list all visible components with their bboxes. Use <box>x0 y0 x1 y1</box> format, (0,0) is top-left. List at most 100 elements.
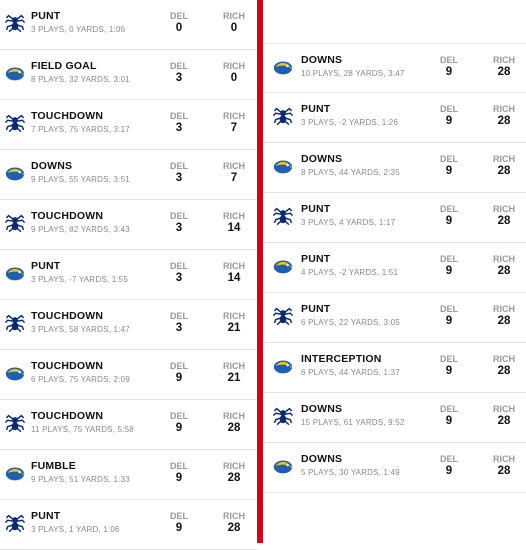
spider-logo-icon <box>4 112 26 134</box>
home-score: 28 <box>497 365 511 377</box>
drive-detail: 6 PLAYS, 44 YARDS, 1:37 <box>301 368 400 377</box>
home-team-label: RICH <box>493 154 515 164</box>
home-score: 28 <box>497 415 511 427</box>
away-score: 9 <box>445 115 453 127</box>
drive-result: PUNT <box>301 203 331 215</box>
away-team-label: DEL <box>440 204 458 214</box>
drive-detail: 7 PLAYS, 75 YARDS, 3:17 <box>31 125 130 134</box>
drive-row[interactable]: DOWNS 10 PLAYS, 28 YARDS, 3:47 DEL RICH 9 28 <box>263 43 526 93</box>
home-team-label: RICH <box>223 511 245 521</box>
drive-row[interactable]: FUMBLE 9 PLAYS, 51 YARDS, 1:33 DEL RICH 9 28 <box>0 450 257 500</box>
drive-detail: 6 PLAYS, 22 YARDS, 3:05 <box>301 318 400 327</box>
drive-detail: 6 PLAYS, 75 YARDS, 2:09 <box>31 375 130 384</box>
home-team-label: RICH <box>493 204 515 214</box>
blue-hen-logo-icon <box>272 56 294 78</box>
drive-detail: 4 PLAYS, -2 YARDS, 1:51 <box>301 268 399 277</box>
away-score: 3 <box>175 322 183 334</box>
drive-row[interactable]: TOUCHDOWN 6 PLAYS, 75 YARDS, 2:09 DEL RICH 9… <box>0 350 257 400</box>
drive-row[interactable]: TOUCHDOWN 3 PLAYS, 58 YARDS, 1:47 DEL RICH 3… <box>0 300 257 350</box>
away-score: 3 <box>175 72 183 84</box>
drive-detail: 3 PLAYS, -7 YARDS, 1:55 <box>31 275 129 284</box>
away-score: 0 <box>175 22 183 34</box>
drive-row[interactable]: DOWNS 8 PLAYS, 44 YARDS, 2:35 DEL RICH 9 28 <box>263 143 526 193</box>
home-score: 21 <box>227 372 241 384</box>
drive-detail: 15 PLAYS, 61 YARDS, 9:52 <box>301 418 405 427</box>
away-score: 9 <box>445 265 453 277</box>
away-team-label: DEL <box>170 361 188 371</box>
spider-logo-icon <box>4 212 26 234</box>
away-score: 3 <box>175 122 183 134</box>
drive-result: PUNT <box>301 253 331 265</box>
home-score: 28 <box>497 465 511 477</box>
spider-logo-icon <box>4 412 26 434</box>
away-score: 3 <box>175 272 183 284</box>
away-score: 9 <box>175 472 183 484</box>
home-team-label: RICH <box>223 111 245 121</box>
drive-result: PUNT <box>301 103 331 115</box>
drive-row[interactable]: PUNT 3 PLAYS, 4 YARDS, 1:17 DEL RICH 9 28 <box>263 193 526 243</box>
drive-row[interactable]: PUNT 6 PLAYS, 22 YARDS, 3:05 DEL RICH 9 28 <box>263 293 526 343</box>
drive-detail: 11 PLAYS, 75 YARDS, 5:58 <box>31 425 134 434</box>
away-score: 9 <box>445 465 453 477</box>
home-team-label: RICH <box>223 11 245 21</box>
drive-row[interactable]: DOWNS 9 PLAYS, 55 YARDS, 3:51 DEL RICH 3 7 <box>0 150 257 200</box>
blue-hen-logo-icon <box>4 362 26 384</box>
away-score: 9 <box>175 522 183 534</box>
home-score: 28 <box>227 422 241 434</box>
away-score: 9 <box>445 66 453 78</box>
drive-result: PUNT <box>31 510 61 522</box>
away-score: 3 <box>175 222 183 234</box>
blue-hen-logo-icon <box>272 455 294 477</box>
drive-row[interactable]: FIELD GOAL 8 PLAYS, 32 YARDS, 3:01 DEL RICH… <box>0 50 257 100</box>
spider-logo-icon <box>4 512 26 534</box>
away-team-label: DEL <box>170 161 188 171</box>
drive-row[interactable]: PUNT 3 PLAYS, 0 YARDS, 1:06 DEL RICH 0 0 <box>0 0 257 50</box>
home-team-label: RICH <box>223 61 245 71</box>
away-team-label: DEL <box>170 111 188 121</box>
home-team-label: RICH <box>223 361 245 371</box>
home-team-label: RICH <box>493 55 515 65</box>
home-team-label: RICH <box>493 354 515 364</box>
away-score: 9 <box>445 215 453 227</box>
home-team-label: RICH <box>223 261 245 271</box>
home-score: 28 <box>497 315 511 327</box>
home-team-label: RICH <box>493 254 515 264</box>
drive-detail: 3 PLAYS, 58 YARDS, 1:47 <box>31 325 130 334</box>
away-team-label: DEL <box>170 311 188 321</box>
home-team-label: RICH <box>493 104 515 114</box>
drive-result: FUMBLE <box>31 460 76 472</box>
away-team-label: DEL <box>170 211 188 221</box>
blue-hen-logo-icon <box>4 262 26 284</box>
spider-logo-icon <box>272 205 294 227</box>
blue-hen-logo-icon <box>272 155 294 177</box>
drive-result: PUNT <box>301 303 331 315</box>
away-team-label: DEL <box>170 11 188 21</box>
drive-result: PUNT <box>31 10 61 22</box>
drive-result: DOWNS <box>31 160 73 172</box>
spider-logo-icon <box>4 312 26 334</box>
home-team-label: RICH <box>223 211 245 221</box>
home-score: 28 <box>497 165 511 177</box>
drive-row[interactable]: TOUCHDOWN 9 PLAYS, 82 YARDS, 3:43 DEL RICH 3… <box>0 200 257 250</box>
drive-detail: 9 PLAYS, 82 YARDS, 3:43 <box>31 225 130 234</box>
home-score: 28 <box>497 215 511 227</box>
away-score: 9 <box>445 415 453 427</box>
drive-row[interactable]: DOWNS 5 PLAYS, 30 YARDS, 1:49 DEL RICH 9 28 <box>263 443 526 493</box>
drive-detail: 3 PLAYS, 4 YARDS, 1:17 <box>301 218 396 227</box>
drive-row[interactable]: DOWNS 15 PLAYS, 61 YARDS, 9:52 DEL RICH 9 28 <box>263 393 526 443</box>
drive-row[interactable]: PUNT 3 PLAYS, -7 YARDS, 1:55 DEL RICH 3 14 <box>0 250 257 300</box>
drive-row[interactable]: TOUCHDOWN 11 PLAYS, 75 YARDS, 5:58 DEL RICH… <box>0 400 257 450</box>
drive-row[interactable]: PUNT 3 PLAYS, -2 YARDS, 1:26 DEL RICH 9 28 <box>263 93 526 143</box>
drive-result: DOWNS <box>301 453 343 465</box>
home-score: 28 <box>497 66 511 78</box>
drive-detail: 9 PLAYS, 51 YARDS, 1:33 <box>31 475 130 484</box>
drive-result: FIELD GOAL <box>31 60 97 72</box>
drive-detail: 10 PLAYS, 28 YARDS, 3:47 <box>301 69 405 78</box>
drive-row[interactable]: TOUCHDOWN 7 PLAYS, 75 YARDS, 3:17 DEL RICH 3… <box>0 100 257 150</box>
drive-row[interactable]: INTERCEPTION 6 PLAYS, 44 YARDS, 1:37 DEL RI… <box>263 343 526 393</box>
home-score: 28 <box>497 265 511 277</box>
home-score: 28 <box>227 522 241 534</box>
drive-row[interactable]: PUNT 4 PLAYS, -2 YARDS, 1:51 DEL RICH 9 28 <box>263 243 526 293</box>
spider-logo-icon <box>272 105 294 127</box>
away-score: 9 <box>445 315 453 327</box>
